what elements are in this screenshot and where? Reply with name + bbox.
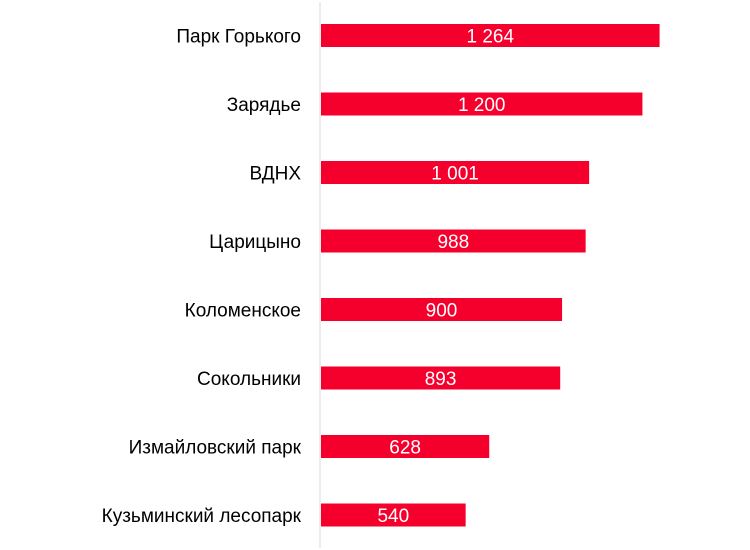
bar-6 [321, 435, 490, 458]
bar-5 [321, 366, 561, 390]
value-label-5: 893 [425, 369, 457, 390]
bar-7 [321, 503, 466, 527]
value-label-2: 1 001 [431, 164, 479, 185]
category-label-7: Кузьминский лесопарк [102, 506, 302, 527]
bar-2 [321, 161, 590, 184]
value-label-1: 1 200 [458, 95, 506, 116]
value-label-6: 628 [389, 438, 421, 459]
value-label-0: 1 264 [467, 27, 515, 48]
bar-3 [321, 229, 586, 253]
category-labels-group: Парк Горького Зарядье ВДНХ Царицыно Коломенс… [102, 27, 302, 528]
bars-group [321, 24, 660, 527]
value-label-3: 988 [437, 232, 469, 253]
value-label-4: 900 [426, 301, 458, 322]
category-label-0: Парк Горького [176, 27, 301, 48]
category-label-2: ВДНХ [249, 164, 301, 185]
category-label-4: Коломенское [185, 301, 301, 322]
bar-1 [321, 92, 643, 116]
value-label-7: 540 [377, 506, 409, 527]
category-label-5: Сокольники [197, 369, 301, 390]
category-label-3: Царицыно [209, 232, 301, 253]
category-label-1: Зарядье [227, 95, 301, 116]
category-label-6: Измайловский парк [129, 438, 302, 459]
bar-0 [321, 24, 660, 47]
value-labels-group: 1 264 1 200 1 001 988 900 893 628 540 [377, 27, 514, 528]
bar-4 [321, 298, 563, 321]
